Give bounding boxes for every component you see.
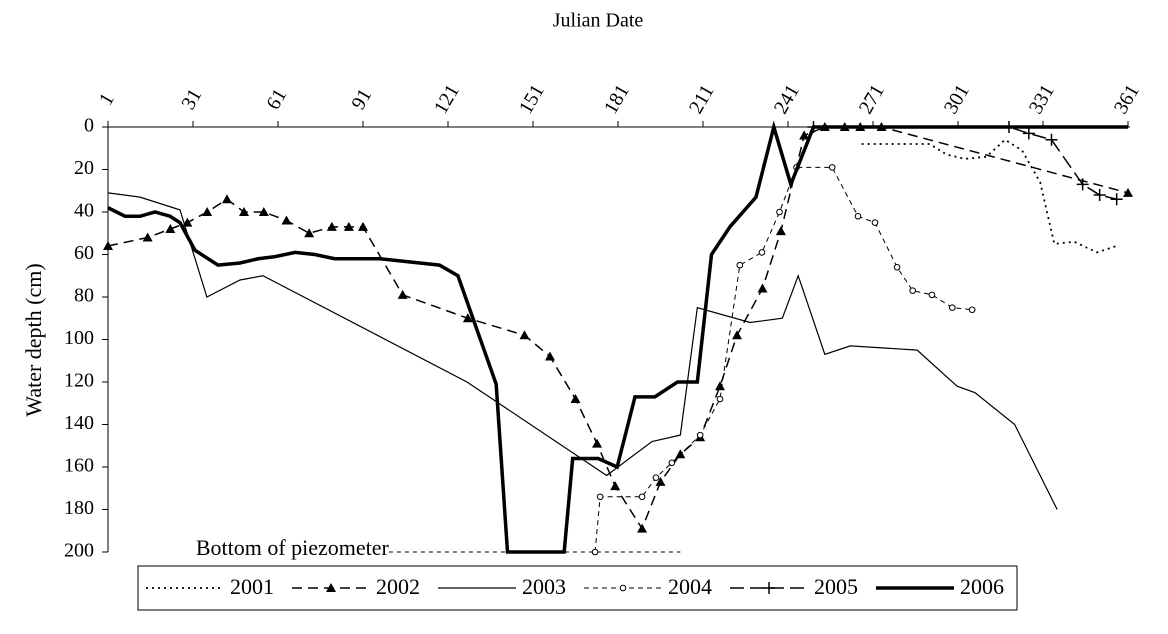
legend-marker xyxy=(619,584,627,592)
marker xyxy=(397,289,408,299)
marker xyxy=(655,476,666,486)
legend-label: 2005 xyxy=(814,574,858,599)
marker xyxy=(871,219,879,226)
marker xyxy=(757,283,768,293)
marker xyxy=(519,330,530,340)
marker xyxy=(637,523,648,533)
marker xyxy=(165,224,176,233)
series-line xyxy=(107,192,1058,510)
marker xyxy=(696,431,704,439)
marker xyxy=(968,306,976,314)
marker xyxy=(1093,189,1106,201)
series-line xyxy=(861,138,1117,254)
legend-label: 2002 xyxy=(376,574,420,599)
legend-label: 2006 xyxy=(960,574,1004,599)
marker xyxy=(545,351,555,361)
y-tick-label: 100 xyxy=(64,327,94,349)
legend-label: 2001 xyxy=(230,574,274,599)
marker xyxy=(893,263,901,271)
annotation-text: Bottom of piezometer xyxy=(196,535,390,560)
y-tick-label: 40 xyxy=(74,200,94,222)
y-tick-label: 0 xyxy=(84,115,94,137)
marker xyxy=(715,381,725,391)
marker xyxy=(854,212,862,220)
x-tick-label: 271 xyxy=(855,81,889,118)
series-line xyxy=(813,126,1117,200)
x-tick-label: 361 xyxy=(1110,81,1144,118)
marker xyxy=(828,164,836,171)
y-axis-label: Water depth (cm) xyxy=(21,263,46,416)
marker xyxy=(799,130,810,140)
marker xyxy=(732,330,742,340)
x-tick-label: 91 xyxy=(347,85,376,113)
marker xyxy=(610,481,621,491)
y-tick-label: 180 xyxy=(64,497,94,519)
x-tick-label: 1 xyxy=(95,89,119,109)
chart-title: Julian Date xyxy=(553,10,644,32)
x-tick-label: 31 xyxy=(177,85,206,113)
marker xyxy=(103,241,113,250)
y-tick-label: 200 xyxy=(64,540,94,562)
marker xyxy=(358,221,368,231)
x-tick-label: 181 xyxy=(600,81,634,118)
marker xyxy=(281,215,292,225)
x-tick-label: 151 xyxy=(515,81,549,118)
marker xyxy=(1022,127,1035,140)
marker xyxy=(675,449,686,459)
marker xyxy=(596,493,604,501)
legend-box xyxy=(137,565,1018,611)
marker xyxy=(1123,187,1133,197)
y-tick-label: 140 xyxy=(64,412,94,434)
marker xyxy=(343,221,354,231)
legend-marker xyxy=(763,582,775,594)
marker xyxy=(909,287,916,294)
x-tick-label: 241 xyxy=(770,81,804,118)
marker xyxy=(202,207,213,216)
x-tick-label: 301 xyxy=(940,81,974,118)
x-tick-label: 61 xyxy=(262,85,291,113)
y-tick-label: 80 xyxy=(74,285,94,307)
y-tick-label: 20 xyxy=(74,157,94,179)
x-tick-label: 211 xyxy=(685,81,719,117)
x-tick-label: 331 xyxy=(1025,81,1059,118)
marker xyxy=(758,249,766,256)
marker xyxy=(570,394,581,403)
marker xyxy=(928,291,936,299)
marker xyxy=(1076,178,1089,191)
marker xyxy=(142,232,153,242)
marker xyxy=(222,194,232,204)
y-tick-label: 120 xyxy=(64,370,94,392)
marker xyxy=(326,221,337,231)
y-tick-label: 160 xyxy=(64,455,94,477)
series-line xyxy=(594,166,973,553)
marker xyxy=(638,493,646,501)
legend-label: 2004 xyxy=(668,574,712,599)
legend-label: 2003 xyxy=(522,574,566,599)
marker xyxy=(949,304,956,311)
marker xyxy=(1110,193,1123,206)
marker xyxy=(239,207,249,216)
marker xyxy=(258,207,269,216)
marker xyxy=(591,548,599,556)
marker xyxy=(592,438,603,448)
marker xyxy=(462,313,473,323)
legend-marker xyxy=(326,583,336,592)
marker xyxy=(736,261,744,269)
marker xyxy=(775,226,786,236)
marker xyxy=(1045,133,1058,146)
x-tick-label: 121 xyxy=(430,81,464,118)
marker xyxy=(304,228,315,238)
marker xyxy=(652,474,660,481)
y-tick-label: 60 xyxy=(74,242,94,264)
marker xyxy=(668,459,676,467)
series-line xyxy=(107,120,1128,554)
marker xyxy=(716,395,724,403)
marker xyxy=(776,208,783,216)
